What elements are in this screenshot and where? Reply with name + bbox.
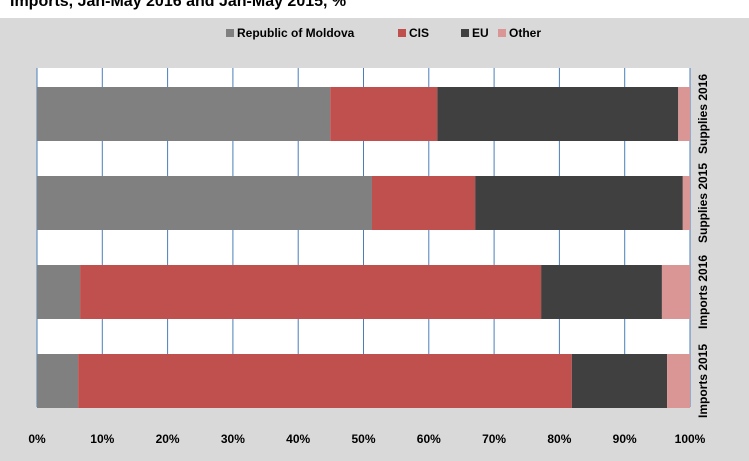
x-tick-label: 60% [417,432,441,446]
y-tick-label: Supplies 2016 [696,74,710,154]
bar-segment [78,354,572,408]
x-tick-label: 80% [547,432,571,446]
bar-segment [667,354,690,408]
bar-segment [661,265,690,319]
bar-segment [682,176,690,230]
bar-segment [37,354,79,408]
y-tick-label: Imports 2016 [696,255,710,329]
y-tick-label: Supplies 2015 [696,163,710,243]
bar-segment [437,87,679,141]
bar-segment [37,87,331,141]
x-tick-label: 50% [351,432,375,446]
legend-label: Other [509,26,541,40]
x-tick-label: 20% [156,432,180,446]
x-tick-label: 90% [613,432,637,446]
bar-segment [371,176,476,230]
legend-label: EU [472,26,489,40]
legend-swatch [498,29,506,37]
bar-segment [330,87,438,141]
bar-segment [475,176,683,230]
legend-swatch [226,29,234,37]
bar-segment [678,87,690,141]
bar-segment [37,176,372,230]
x-tick-label: 0% [28,432,46,446]
chart-title: Imports, Jan-May 2016 and Jan-May 2015, … [10,0,346,10]
y-tick-label: Imports 2015 [696,344,710,418]
x-tick-label: 70% [482,432,506,446]
legend-swatch [461,29,469,37]
bar-segment [80,265,542,319]
x-tick-label: 10% [90,432,114,446]
bar-segment [571,354,668,408]
legend-label: Republic of Moldova [237,26,355,40]
x-tick-label: 40% [286,432,310,446]
bar-segment [541,265,662,319]
legend-swatch [398,29,406,37]
bar-segment [37,265,81,319]
x-tick-label: 30% [221,432,245,446]
legend-label: CIS [409,26,429,40]
x-tick-label: 100% [675,432,706,446]
